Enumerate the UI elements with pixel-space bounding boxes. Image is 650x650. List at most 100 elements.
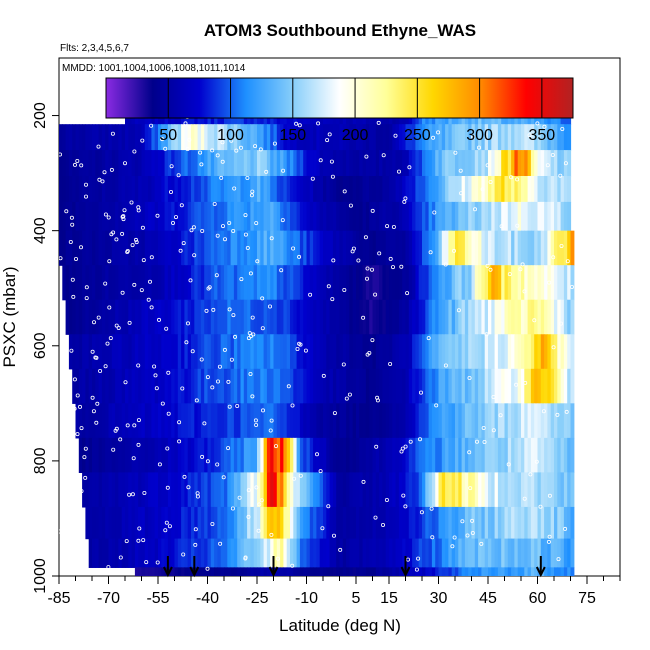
heatmap-cell xyxy=(461,334,466,370)
heatmap-cell xyxy=(524,265,529,301)
heatmap-cell xyxy=(273,506,278,540)
heatmap-cell xyxy=(141,538,146,568)
heatmap-cell xyxy=(78,265,83,301)
heatmap-cell xyxy=(441,265,446,301)
heatmap-cell xyxy=(174,299,179,335)
heatmap-cell xyxy=(181,175,185,203)
heatmap-cell xyxy=(214,368,218,404)
sample-point xyxy=(476,145,481,150)
heatmap-cell xyxy=(270,506,275,540)
heatmap-cell xyxy=(365,230,370,266)
heatmap-cell xyxy=(257,299,261,335)
heatmap-cell xyxy=(194,230,199,266)
heatmap-cell xyxy=(98,472,103,508)
heatmap-cell xyxy=(181,403,185,439)
heatmap-cell xyxy=(286,265,291,301)
heatmap-cell xyxy=(128,201,133,232)
heatmap-cell xyxy=(398,334,403,370)
heatmap-cell xyxy=(85,506,90,540)
heatmap-cell xyxy=(412,368,416,404)
heatmap-cell xyxy=(210,403,215,439)
heatmap-cell xyxy=(385,506,390,540)
heatmap-cell xyxy=(306,230,311,266)
heatmap-cell xyxy=(356,437,360,473)
sample-point xyxy=(177,420,182,425)
heatmap-cell xyxy=(455,506,459,540)
heatmap-cell xyxy=(283,403,288,439)
heatmap-cell xyxy=(468,230,473,266)
heatmap-cell xyxy=(115,334,119,370)
heatmap-cell xyxy=(78,299,83,335)
sample-point xyxy=(180,386,185,391)
heatmap-cell xyxy=(356,230,360,266)
heatmap-cell xyxy=(164,368,169,404)
heatmap-cell xyxy=(455,334,459,370)
heatmap-cell xyxy=(530,201,535,232)
heatmap-cell xyxy=(88,175,93,203)
heatmap-cell xyxy=(134,201,139,232)
heatmap-cell xyxy=(567,230,572,266)
heatmap-cell xyxy=(280,265,284,301)
heatmap-cell xyxy=(530,175,535,203)
heatmap-cell xyxy=(197,150,202,177)
heatmap-cell xyxy=(422,368,426,404)
heatmap-cell xyxy=(276,230,281,266)
heatmap-cell xyxy=(544,334,548,370)
heatmap-cell xyxy=(468,437,473,473)
heatmap-cell xyxy=(365,506,370,540)
sample-point xyxy=(560,127,565,132)
y-tick-label: 800 xyxy=(32,447,49,474)
heatmap-cell xyxy=(544,265,548,301)
heatmap-cell xyxy=(214,437,218,473)
heatmap-cell xyxy=(435,472,440,508)
heatmap-cell xyxy=(336,403,341,439)
heatmap-cell xyxy=(207,567,212,576)
sample-point xyxy=(330,174,335,179)
heatmap-cell xyxy=(507,230,512,266)
heatmap-cell xyxy=(92,201,96,232)
heatmap-cell xyxy=(497,506,502,540)
heatmap-cell xyxy=(276,403,281,439)
heatmap-cell xyxy=(342,334,347,370)
heatmap-cell xyxy=(319,265,324,301)
heatmap-cell xyxy=(250,403,255,439)
heatmap-cell xyxy=(270,150,275,177)
heatmap-cell xyxy=(177,265,182,301)
heatmap-cell xyxy=(438,175,443,203)
heatmap-cell xyxy=(283,538,288,568)
heatmap-cell xyxy=(293,175,298,203)
sample-point xyxy=(338,547,343,552)
heatmap-cell xyxy=(504,506,509,540)
heatmap-cell xyxy=(514,150,519,177)
heatmap-cell xyxy=(395,265,400,301)
heatmap-cell xyxy=(187,567,192,576)
x-axis-label: Latitude (deg N) xyxy=(279,616,401,635)
heatmap-cell xyxy=(408,175,413,203)
heatmap-cell xyxy=(118,368,123,404)
heatmap-cell xyxy=(266,538,271,568)
heatmap-cell xyxy=(92,150,96,177)
heatmap-cell xyxy=(389,403,393,439)
heatmap-cell xyxy=(540,403,545,439)
heatmap-cell xyxy=(184,472,189,508)
heatmap-cell xyxy=(336,437,341,473)
heatmap-cell xyxy=(82,472,86,508)
heatmap-cell xyxy=(105,472,110,508)
heatmap-cell xyxy=(517,150,522,177)
heatmap-cell xyxy=(332,230,337,266)
heatmap-cell xyxy=(491,472,496,508)
heatmap-cell xyxy=(468,506,473,540)
heatmap-cell xyxy=(458,124,463,151)
heatmap-cell xyxy=(527,437,532,473)
sample-point xyxy=(234,148,239,153)
heatmap-cell xyxy=(164,201,169,232)
flight-arrow-head xyxy=(535,566,546,578)
heatmap-cell xyxy=(263,506,268,540)
heatmap-cell xyxy=(392,437,397,473)
heatmap-cell xyxy=(554,299,558,335)
heatmap-cell xyxy=(247,265,251,301)
heatmap-cell xyxy=(303,299,308,335)
heatmap-cell xyxy=(484,265,489,301)
heatmap-cell xyxy=(247,403,251,439)
heatmap-cell xyxy=(134,124,139,151)
